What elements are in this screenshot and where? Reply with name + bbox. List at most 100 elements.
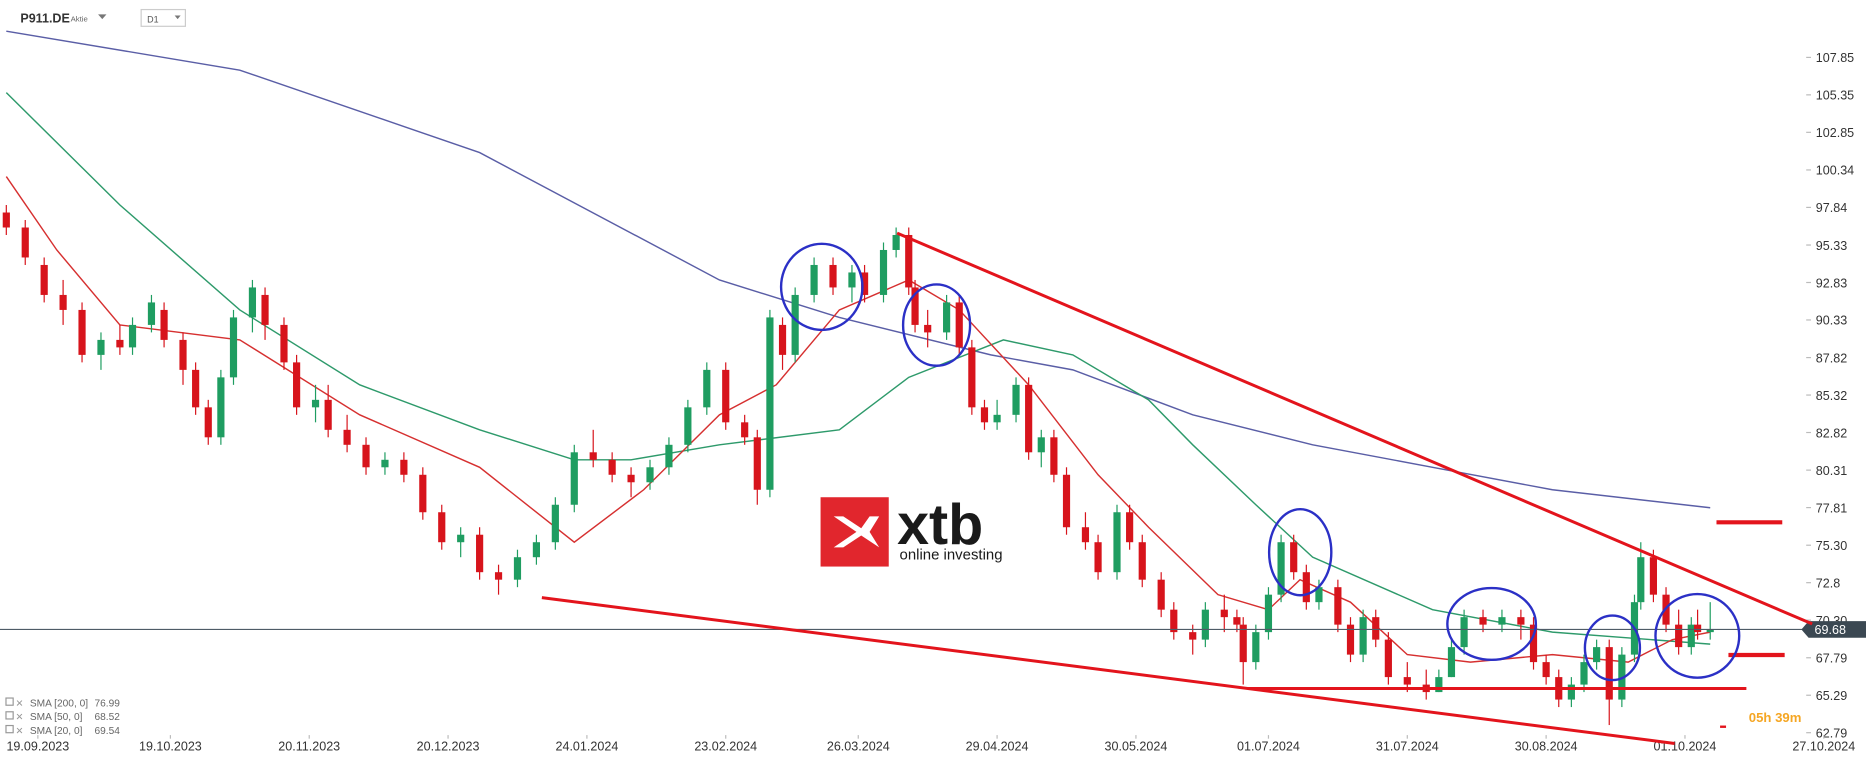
y-tick-label: 82.82 xyxy=(1816,426,1847,440)
candle-body xyxy=(1403,677,1411,685)
candle-body xyxy=(476,534,484,573)
trend-line xyxy=(896,231,1813,626)
candle-body xyxy=(1062,474,1071,528)
interval-select[interactable] xyxy=(140,8,187,27)
candle-body xyxy=(892,234,900,250)
header: P911.DE Aktie D1 xyxy=(20,8,187,27)
candle-body xyxy=(229,317,238,378)
candle-body xyxy=(59,294,67,310)
candle-body xyxy=(766,317,774,490)
candle-body xyxy=(1675,624,1683,648)
y-tick-label: 72.8 xyxy=(1816,576,1840,590)
candle-body xyxy=(1239,624,1247,663)
candle-body xyxy=(1126,512,1134,543)
candle-body xyxy=(955,302,963,348)
candle-body xyxy=(1113,512,1121,573)
countdown: 05h 39m xyxy=(1749,710,1802,725)
symbol: P911.DE xyxy=(20,12,70,26)
candle-body xyxy=(192,369,200,408)
x-tick-label: 30.08.2024 xyxy=(1515,740,1578,754)
candle-body xyxy=(381,459,389,468)
legend-value: 69.54 xyxy=(94,726,120,737)
candle-body xyxy=(1315,587,1323,603)
indicators xyxy=(5,30,1711,663)
candle-body xyxy=(419,474,427,513)
candle-body xyxy=(1447,647,1456,678)
y-tick-label: 85.32 xyxy=(1816,389,1847,403)
candle-body xyxy=(703,369,711,408)
legend-name: SMA [20, 0] xyxy=(30,726,83,737)
candle-body xyxy=(532,542,541,558)
candle-body xyxy=(1277,542,1285,595)
x-tick-label: 20.12.2023 xyxy=(417,740,480,754)
candle-body xyxy=(589,452,597,460)
candle-body xyxy=(911,287,919,325)
trend-line xyxy=(541,596,1675,745)
legend-value: 68.52 xyxy=(94,712,120,723)
candle-body xyxy=(116,339,124,348)
candle-body xyxy=(551,504,559,543)
legend-name: SMA [50, 0] xyxy=(30,712,83,723)
circle xyxy=(1654,592,1741,679)
candle-body xyxy=(1290,542,1298,573)
candle-body xyxy=(1605,647,1613,700)
dropdown-arrow[interactable] xyxy=(174,15,181,20)
dropdown-arrow[interactable] xyxy=(98,14,107,20)
candle-body xyxy=(248,287,257,318)
candle-body xyxy=(97,339,105,355)
candle-body xyxy=(627,474,635,483)
candle-body xyxy=(646,467,654,483)
candle-body xyxy=(684,407,692,445)
candle-body xyxy=(848,272,856,288)
candle-body xyxy=(311,399,320,408)
x-tick-label: 23.02.2024 xyxy=(694,740,757,754)
candle-body xyxy=(1460,617,1468,648)
candle-body xyxy=(1334,587,1342,625)
legend: ✕ SMA [200, 0] 76.99 ✕ SMA [50, 0] 68.52 ✕ SMA … xyxy=(5,697,120,737)
candle-body xyxy=(457,534,465,543)
candle-body xyxy=(1479,617,1487,625)
legend-close: ✕ xyxy=(16,698,24,709)
candle-body xyxy=(1233,617,1241,625)
candle-body xyxy=(2,212,10,228)
candle-body xyxy=(1201,609,1209,640)
y-tick-label: 87.82 xyxy=(1816,351,1847,365)
sma-line xyxy=(5,176,1711,663)
candle-body xyxy=(1252,632,1260,663)
candle-body xyxy=(860,272,869,295)
highlight-circles xyxy=(779,242,1741,682)
candle-body xyxy=(1050,437,1058,475)
candle-body xyxy=(993,414,1001,423)
legend-icon xyxy=(5,697,14,706)
candle-body xyxy=(204,407,212,438)
circle xyxy=(779,242,864,332)
candle-body xyxy=(78,309,86,355)
candle-body xyxy=(879,249,888,295)
candle-body xyxy=(810,264,818,295)
y-tick-label: 92.83 xyxy=(1816,276,1847,290)
candle-body xyxy=(722,369,730,423)
x-tick-label: 29.04.2024 xyxy=(966,740,1029,754)
y-tick-label: 90.33 xyxy=(1816,314,1847,328)
y-tick-label: 75.30 xyxy=(1816,539,1847,553)
candle-body xyxy=(1359,617,1367,655)
candle-body xyxy=(343,429,351,445)
y-tick-label: 77.81 xyxy=(1816,501,1847,515)
y-tick-label: 62.79 xyxy=(1816,726,1847,740)
circle xyxy=(1583,614,1642,682)
candle-body xyxy=(1346,624,1355,655)
sma-line xyxy=(5,92,1711,645)
candle-body xyxy=(1012,384,1020,415)
candle-body xyxy=(1220,609,1228,618)
x-tick-label: 24.01.2024 xyxy=(555,740,618,754)
candle-body xyxy=(1372,617,1380,640)
logo: xtb online investing xyxy=(820,493,1003,567)
candle-body xyxy=(980,407,989,423)
legend-name: SMA [200, 0] xyxy=(30,698,88,709)
candle-body xyxy=(1637,557,1645,603)
candle-body xyxy=(1037,437,1045,453)
x-tick-label: 27.10.2024 xyxy=(1792,740,1855,754)
candle-body xyxy=(1706,629,1714,633)
candle-body xyxy=(513,557,522,580)
